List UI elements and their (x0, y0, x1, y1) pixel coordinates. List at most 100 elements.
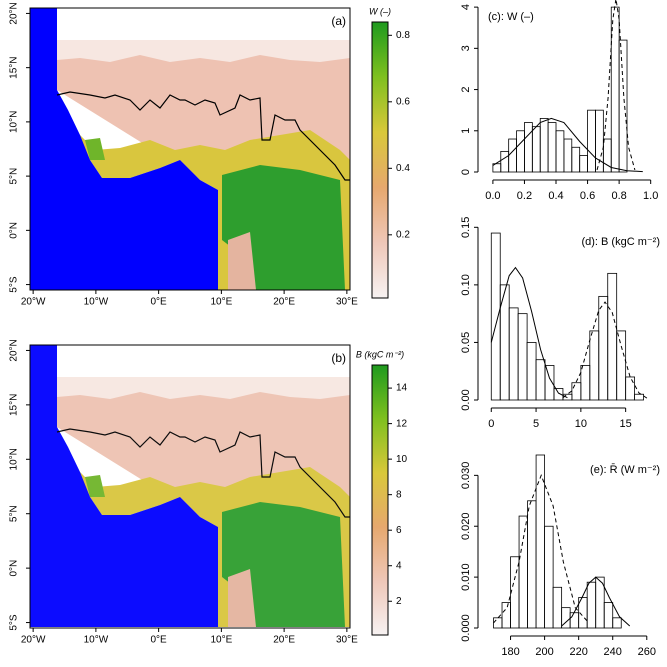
x-tick-label: 0.4 (548, 190, 563, 202)
histogram-bar (598, 295, 609, 401)
y-tick-label: 0°N (9, 560, 20, 577)
histogram-bar (508, 307, 519, 401)
histogram-bar (571, 382, 582, 401)
y-tick-label: 0.05 (460, 332, 472, 353)
histogram-bar (516, 130, 525, 173)
histogram-bar (579, 155, 588, 173)
histogram-bar (544, 525, 554, 629)
x-tick-label: 30°E (336, 635, 358, 646)
histogram-bar (510, 556, 520, 629)
histogram-bar (552, 586, 563, 629)
histogram-bar (544, 365, 555, 401)
colorbar (371, 364, 389, 636)
histogram-bar (493, 617, 503, 629)
map-a-raster (30, 8, 350, 290)
colorbar-tick-label: 8 (396, 489, 402, 500)
histogram-bar (612, 617, 622, 629)
histogram-bar (587, 109, 596, 173)
x-tick-label: 20°W (21, 635, 46, 646)
histogram-bar (580, 365, 591, 401)
histogram-bar (526, 342, 537, 401)
x-tick-label: 5 (533, 418, 539, 430)
histogram-bar (555, 130, 565, 173)
y-tick-label: 15°N (9, 56, 20, 78)
density-curve (493, 473, 590, 624)
colorbar (371, 21, 389, 299)
colorbar-tick-label: 0.2 (396, 229, 410, 240)
colorbar-label: B (kgC m⁻²) (356, 349, 404, 359)
colorbar-tick-label: 12 (396, 418, 408, 429)
x-tick-label: 200 (535, 646, 553, 658)
y-tick-label: 5°N (9, 168, 20, 185)
density-curve (596, 0, 636, 171)
y-tick-label: 0.010 (460, 563, 472, 591)
colorbar-tick-label: 4 (396, 560, 402, 571)
colorbar-tick-label: 0.4 (396, 163, 410, 174)
x-tick-label: 10 (575, 418, 587, 430)
x-tick-label: 180 (501, 646, 519, 658)
x-tick-label: 0.0 (485, 190, 500, 202)
colorbar-tick-label: 0.6 (396, 96, 410, 107)
y-tick-label: 4 (460, 4, 472, 10)
histogram-bar (571, 146, 581, 173)
x-tick-label: 260 (638, 646, 656, 658)
y-tick-label: 0.10 (460, 274, 472, 295)
histogram-bar (508, 138, 517, 173)
y-tick-label: 20°N (9, 2, 20, 24)
histogram-bar (517, 313, 528, 401)
colorbar-tick-label: 0.8 (396, 30, 410, 41)
y-tick-label: 0.030 (460, 462, 472, 490)
panel-label: (a) (331, 14, 346, 28)
x-tick-label: 0°E (151, 297, 168, 308)
map-frame (29, 344, 351, 629)
x-tick-label: 240 (604, 646, 622, 658)
map-frame (29, 7, 351, 291)
panel-label: (b) (331, 351, 346, 365)
histogram-bar (539, 118, 549, 173)
histogram-bar (527, 500, 537, 629)
y-tick-label: 10°N (9, 111, 20, 133)
x-tick-label: 30°E (336, 297, 358, 308)
histogram-bar (618, 39, 628, 173)
x-tick-label: 20°E (273, 297, 295, 308)
density-curve (490, 266, 568, 399)
histogram-bar (607, 272, 618, 401)
histogram-bar (500, 150, 510, 173)
y-tick-label: 2 (460, 86, 472, 92)
histogram-bar (490, 232, 501, 401)
histogram-bar (531, 126, 541, 173)
histogram-bar (569, 612, 580, 629)
y-tick-label: 15°N (9, 394, 20, 416)
x-tick-label: 10°E (210, 297, 232, 308)
y-tick-label: 1 (460, 128, 472, 134)
histogram-bar (625, 376, 636, 401)
colorbar-label: W (–) (369, 6, 391, 16)
y-tick-label: 0 (460, 169, 472, 175)
colorbar-tick-label: 10 (396, 454, 408, 465)
colorbar-tick-label: 14 (396, 383, 408, 394)
y-tick-label: 3 (460, 45, 472, 51)
x-tick-label: 0 (488, 418, 494, 430)
y-tick-label: 5°S (9, 276, 20, 293)
histogram-bar (616, 330, 627, 401)
y-tick-label: 10°N (9, 448, 20, 470)
y-tick-label: 5°S (9, 614, 20, 631)
y-tick-label: 0.00 (460, 389, 472, 410)
y-tick-label: 0.000 (460, 614, 472, 642)
histogram-bar (547, 122, 557, 173)
x-tick-label: 1.0 (643, 190, 658, 202)
colorbar-tick-label: 6 (396, 525, 402, 536)
x-tick-label: 0.8 (611, 190, 626, 202)
colorbar-tick-label: 2 (396, 596, 402, 607)
histogram-bar (563, 138, 573, 173)
y-tick-label: 0.15 (460, 217, 472, 238)
histogram-bar (535, 359, 546, 401)
x-tick-label: 0.2 (517, 190, 532, 202)
density-curve (492, 117, 643, 173)
x-tick-label: 20°E (273, 635, 295, 646)
histogram-bar (524, 122, 533, 173)
panel-title: (c): W (–) (488, 11, 534, 23)
histogram-bar (610, 6, 620, 173)
x-tick-label: 0.6 (580, 190, 595, 202)
x-tick-label: 10°W (84, 297, 109, 308)
